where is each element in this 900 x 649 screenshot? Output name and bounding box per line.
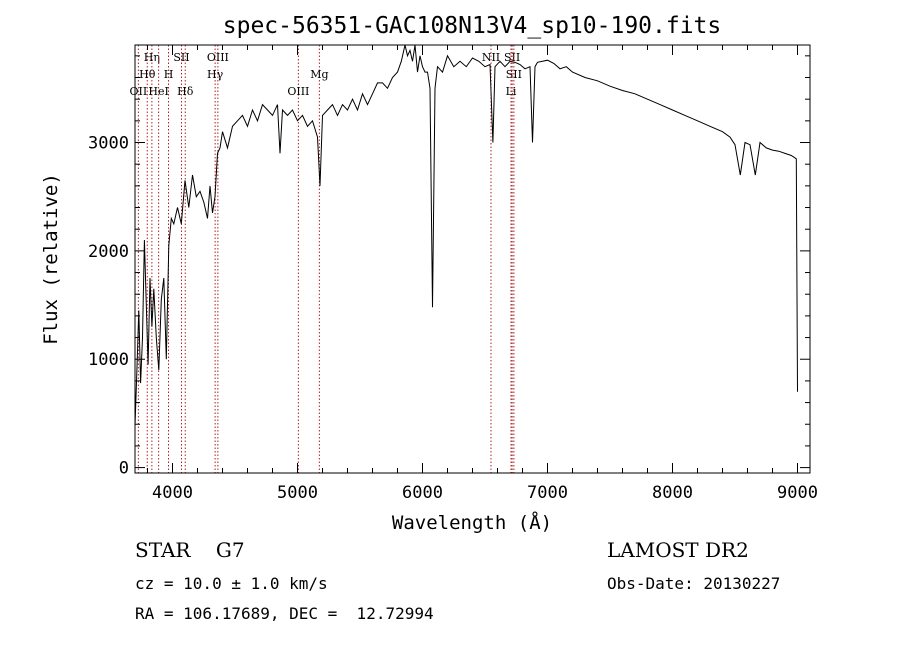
line-marker-label-12: SII <box>504 51 520 64</box>
obs-date: Obs-Date: 20130227 <box>607 574 781 593</box>
axis-layer: 4000 5000 6000 7000 8000 9000 0 1000 2000 3000 <box>88 45 818 503</box>
x-tick-label-3: 7000 <box>527 483 568 503</box>
redshift-cz: cz = 10.0 ± 1.0 km/s <box>135 574 328 593</box>
survey-name: LAMOST DR2 <box>607 538 749 562</box>
line-marker-label-7: OIII <box>207 51 229 64</box>
x-tick-label-0: 4000 <box>152 483 193 503</box>
x-axis-label: Wavelength (Å) <box>392 511 552 534</box>
line-marker-label-13: SII <box>506 68 522 81</box>
x-tick-label-5: 9000 <box>777 483 818 503</box>
chart-title: spec-56351-GAC108N13V4_sp10-190.fits <box>223 13 722 39</box>
line-marker-label-1: Hθ <box>139 68 156 81</box>
y-tick-label-0: 0 <box>119 459 129 479</box>
line-marker-label-0: OII <box>130 85 148 98</box>
line-marker-label-11: NII <box>482 51 500 64</box>
spectrum-data-layer <box>134 44 798 427</box>
line-marker-label-6: Hδ <box>177 85 194 98</box>
ra-dec: RA = 106.17689, DEC = 12.72994 <box>135 604 434 623</box>
plot-frame <box>134 44 811 474</box>
x-tick-label-4: 8000 <box>652 483 693 503</box>
x-tick-label-2: 6000 <box>402 483 443 503</box>
line-marker-label-3: HeI <box>148 85 168 98</box>
y-axis-label: Flux (relative) <box>40 173 62 345</box>
line-marker-label-8: Hγ <box>207 68 224 81</box>
line-marker-label-2: Hη <box>144 51 160 64</box>
line-marker-label-5: SII <box>173 51 189 64</box>
line-marker-label-10: Mg <box>310 68 328 81</box>
line-marker-label-14: Li <box>506 85 517 98</box>
line-marker-label-9: OIII <box>287 85 309 98</box>
spectrum-series-line-0 <box>134 44 798 427</box>
y-tick-label-2: 2000 <box>88 242 129 262</box>
x-tick-label-1: 5000 <box>277 483 318 503</box>
y-tick-label-1: 1000 <box>88 350 129 370</box>
object-class: STAR G7 <box>135 538 245 562</box>
line-marker-label-4: H <box>164 68 174 81</box>
y-tick-label-3: 3000 <box>88 134 129 154</box>
